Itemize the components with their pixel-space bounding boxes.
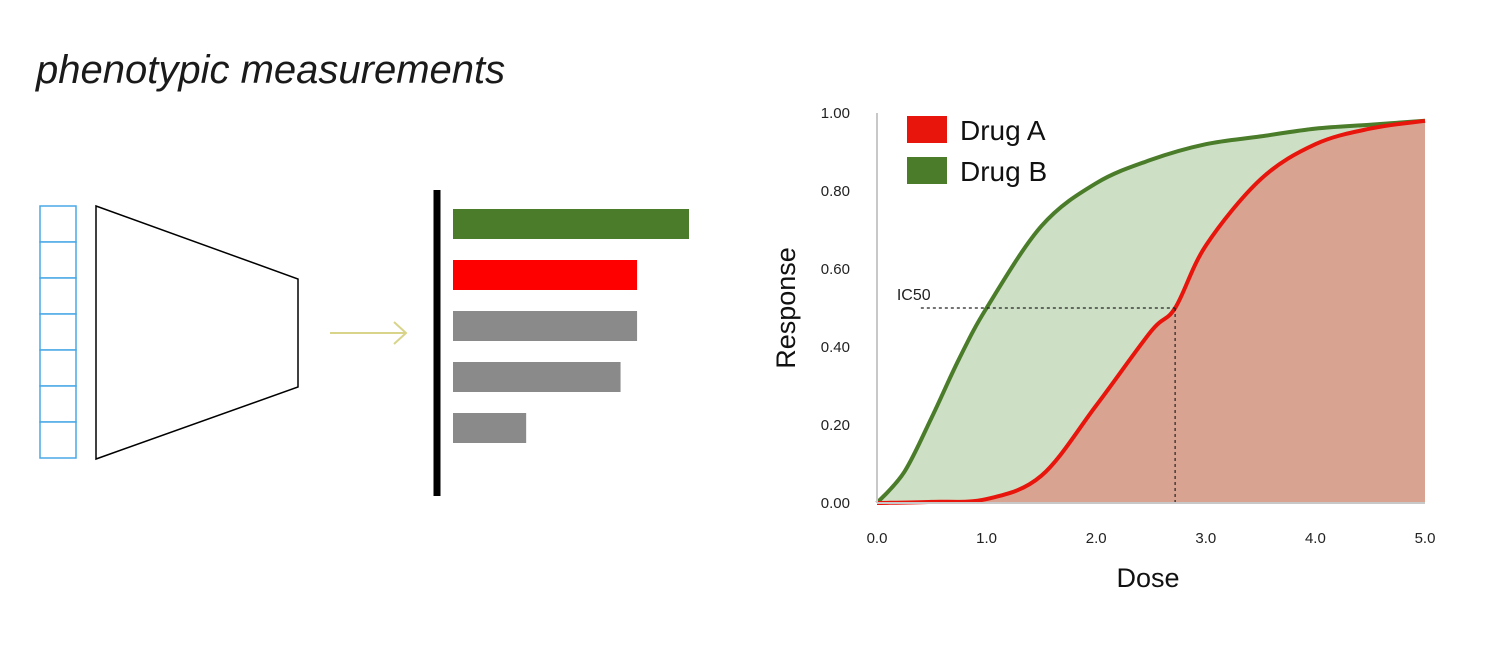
input-cell	[39, 277, 77, 315]
x-tick-label: 5.0	[1415, 530, 1436, 547]
series-line-drug-b	[875, 118, 1426, 505]
y-tick-label: 0.00	[821, 495, 850, 512]
input-cell	[39, 241, 77, 279]
x-tick-label: 4.0	[1305, 530, 1326, 547]
ranked-bar	[453, 362, 621, 392]
x-tick-label: 1.0	[976, 530, 997, 547]
legend: Drug A Drug B	[907, 115, 1047, 187]
area-fill-drug-a	[877, 120, 1425, 504]
ranked-bar	[453, 209, 689, 239]
x-tick-label: 2.0	[1086, 530, 1107, 547]
legend-swatch	[907, 116, 947, 143]
ranked-bar	[453, 413, 527, 443]
ic50-annotation: IC50	[897, 287, 1176, 503]
area-fills	[877, 120, 1425, 504]
y-tick-label: 0.20	[821, 417, 850, 434]
figure-title: phenotypic measurements	[36, 48, 506, 92]
x-tick-label: 0.0	[867, 530, 888, 547]
legend-label: Drug B	[960, 156, 1047, 187]
series-line-drug-a	[876, 118, 1426, 505]
y-axis-label: Response	[771, 247, 801, 369]
ic50-label: IC50	[897, 287, 931, 304]
ranked-bar	[453, 260, 638, 290]
y-tick-label: 0.40	[821, 339, 850, 356]
y-tick-label: 0.60	[821, 261, 850, 278]
axes: 0.0 1.0 2.0 3.0 4.0 5.0 0.00 0.20 0.40 0.60 0.80 1.…	[771, 105, 1435, 593]
encoder-trapezoid	[95, 204, 299, 461]
x-tick-label: 3.0	[1195, 530, 1216, 547]
legend-label: Drug A	[960, 115, 1046, 146]
x-axis-label: Dose	[1116, 563, 1179, 593]
ranked-bar	[453, 311, 638, 341]
input-cell	[39, 205, 77, 243]
legend-swatch	[907, 157, 947, 184]
arrow-head	[393, 321, 408, 345]
series-lines	[875, 118, 1426, 505]
y-tick-label: 1.00	[821, 105, 850, 122]
ranking-diagram	[39, 190, 689, 496]
input-cell	[39, 421, 77, 459]
y-tick-label: 0.80	[821, 183, 850, 200]
